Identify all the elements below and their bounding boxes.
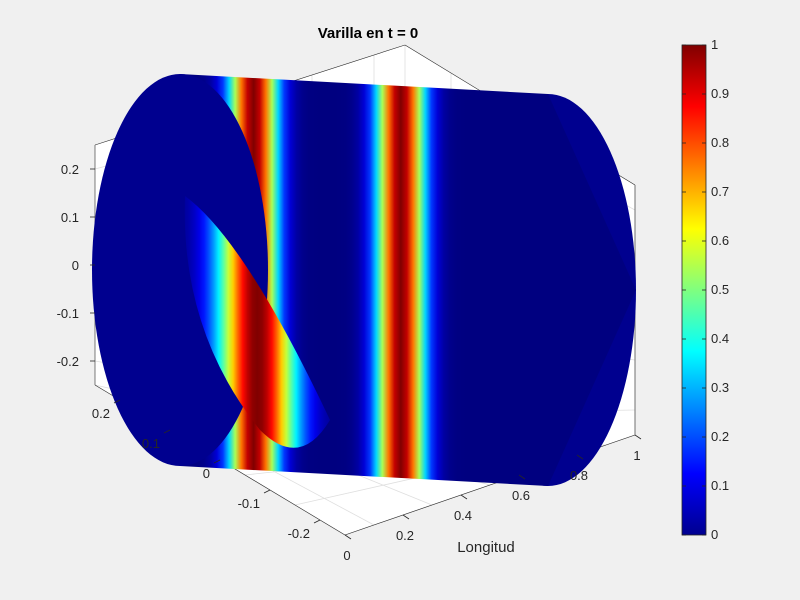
y-tick-mark: [213, 459, 221, 464]
y-tick-label: -0.1: [238, 496, 260, 511]
y-tick-mark: [113, 399, 121, 404]
z-tick-label: -0.1: [57, 306, 79, 321]
x-tick-mark: [576, 454, 584, 460]
axes-3d: 0 0.2 0.4 0.6 0.8 1 -0.2 -0.1 0 0.1 0.2 -0.2 -0.1 0 0.…: [57, 25, 642, 563]
x-tick-mark: [518, 474, 526, 480]
z-tick-label: -0.2: [57, 354, 79, 369]
colorbar-tick-label: 0: [711, 527, 718, 542]
z-tick-label: 0: [72, 258, 79, 273]
z-tick-label: 0.1: [61, 210, 79, 225]
colorbar-tick-label: 0.3: [711, 380, 729, 395]
cylinder-cap-cutout: [184, 196, 330, 448]
x-tick-label: 0.8: [570, 468, 588, 483]
x-tick-mark: [344, 534, 352, 540]
y-tick-mark: [163, 429, 171, 434]
colorbar-ticks: 0 0.1 0.2 0.3 0.4 0.5 0.6 0.7 0.8 0.9 1: [682, 37, 729, 542]
colorbar-tick-label: 0.2: [711, 429, 729, 444]
colorbar-tick-label: 1: [711, 37, 718, 52]
tick-labels: 0 0.2 0.4 0.6 0.8 1 -0.2 -0.1 0 0.1 0.2 -0.2 -0.1 0 0.…: [57, 162, 642, 563]
y-tick-mark: [313, 519, 321, 524]
y-tick-label: 0.2: [92, 406, 110, 421]
y-tick-mark: [263, 489, 271, 494]
x-tick-label: 0.2: [396, 528, 414, 543]
y-tick-label: -0.2: [288, 526, 310, 541]
y-tick-label: 0.1: [142, 436, 160, 451]
z-tick-label: 0.2: [61, 162, 79, 177]
x-tick-label: 0: [343, 548, 350, 563]
x-tick-mark: [402, 514, 410, 520]
colorbar-tick-label: 0.1: [711, 478, 729, 493]
chart-title: Varilla en t = 0: [318, 25, 418, 42]
x-tick-label: 0.4: [454, 508, 472, 523]
colorbar-tick-label: 0.7: [711, 184, 729, 199]
x-tick-label: 0.6: [512, 488, 530, 503]
x-tick-label: 1: [633, 448, 640, 463]
x-tick-mark: [634, 434, 642, 440]
colorbar-tick-label: 0.8: [711, 135, 729, 150]
y-tick-label: 0: [203, 466, 210, 481]
x-tick-mark: [460, 494, 468, 500]
x-axis-label: Longitud: [457, 539, 515, 556]
colorbar-tick-label: 0.4: [711, 331, 729, 346]
colorbar-tick-label: 0.6: [711, 233, 729, 248]
colorbar: 0 0.1 0.2 0.3 0.4 0.5 0.6 0.7 0.8 0.9 1: [681, 37, 729, 542]
cylinder-surface: [92, 74, 636, 486]
colorbar-tick-label: 0.5: [711, 282, 729, 297]
colorbar-tick-label: 0.9: [711, 86, 729, 101]
